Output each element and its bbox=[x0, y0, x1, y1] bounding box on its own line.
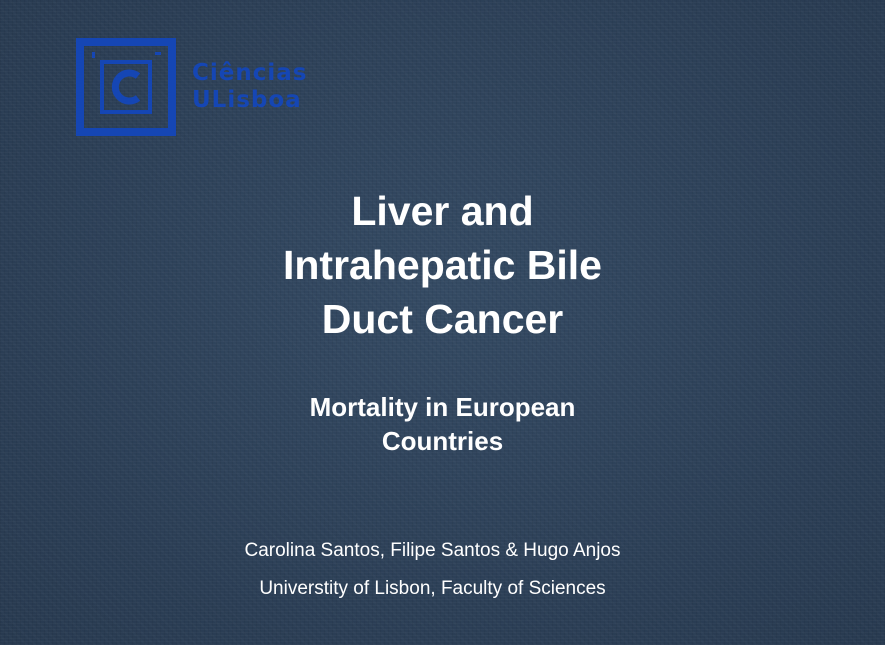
subtitle-line-1: Mortality in European bbox=[309, 392, 576, 422]
ciencias-logo-icon bbox=[76, 38, 176, 136]
university-logo: Ciências ULisboa bbox=[76, 38, 336, 138]
affiliation-text: Universtity of Lisbon, Faculty of Scienc… bbox=[259, 578, 606, 599]
logo-line-2: ULisboa bbox=[192, 87, 302, 113]
logo-wordmark: Ciências ULisboa bbox=[192, 60, 307, 114]
slide-title: Liver and Intrahepatic Bile Duct Cancer bbox=[0, 184, 885, 346]
title-line-1: Liver and bbox=[351, 188, 534, 234]
title-line-3: Duct Cancer bbox=[321, 296, 564, 342]
authors-text: Carolina Santos, Filipe Santos & Hugo An… bbox=[244, 540, 621, 561]
logo-line-1: Ciências bbox=[192, 60, 308, 86]
slide-subtitle: Mortality in European Countries bbox=[0, 390, 885, 458]
title-line-2: Intrahepatic Bile bbox=[283, 242, 602, 288]
subtitle-line-2: Countries bbox=[381, 426, 504, 456]
